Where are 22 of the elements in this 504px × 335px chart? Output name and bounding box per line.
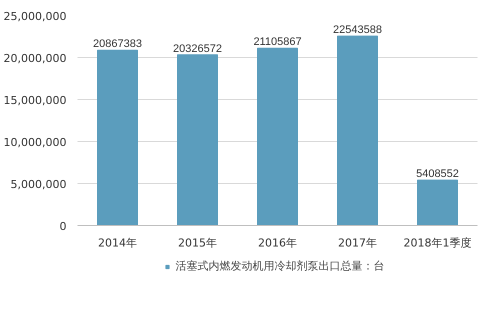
data-label: 20326572 (173, 42, 222, 55)
y-tick-label: 20,000,000 (4, 52, 67, 65)
x-tick-label: 2015年 (178, 236, 218, 250)
y-tick-label: 15,000,000 (4, 94, 67, 107)
x-tick-label: 2014年 (98, 236, 138, 250)
data-label: 21105867 (253, 36, 302, 48)
x-tick-label: 2017年 (338, 236, 378, 250)
data-label: 5408552 (416, 168, 459, 180)
y-tick-label: 5,000,000 (10, 178, 66, 191)
bar (97, 50, 138, 226)
y-tick-label: 10,000,000 (4, 136, 67, 149)
bar (417, 180, 458, 226)
bar (177, 54, 218, 226)
bar (257, 48, 298, 226)
x-tick-label: 2016年 (258, 236, 298, 250)
data-label: 20867383 (93, 38, 142, 50)
y-tick-label: 0 (60, 220, 66, 233)
legend-label: 活塞式内燃发动机用冷却剂泵出口总量：台 (176, 258, 384, 274)
data-label: 22543588 (333, 24, 382, 36)
x-tick-label: 2018年1季度 (404, 236, 472, 250)
y-tick-label: 25,000,000 (4, 10, 67, 23)
bar (337, 36, 378, 226)
